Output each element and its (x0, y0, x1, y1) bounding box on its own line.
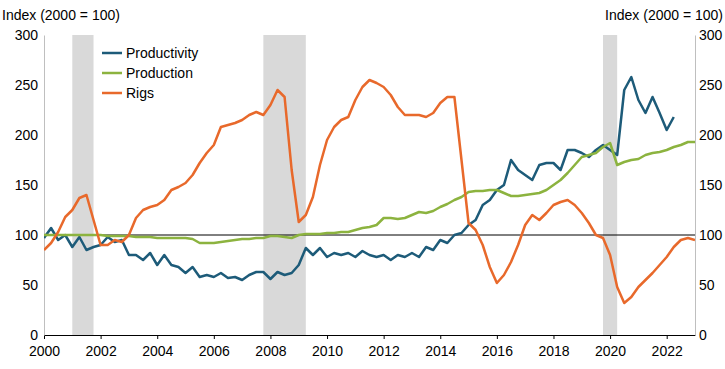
tick: 200 (695, 127, 723, 143)
tick: 2016 (482, 335, 513, 359)
tick: 50 (695, 277, 715, 293)
tick-label: 50 (22, 277, 38, 293)
chart: 2000200220042006200820102012201420162018… (0, 0, 725, 369)
tick: 2018 (538, 335, 569, 359)
tick-mark (270, 335, 271, 339)
tick-label: 2000 (29, 343, 60, 359)
tick-label: 150 (15, 177, 39, 193)
tick: 2014 (425, 335, 456, 359)
legend-label: Production (126, 65, 193, 81)
tick: 0 (30, 327, 44, 343)
tick-label: 150 (699, 177, 723, 193)
legend-swatch (102, 72, 122, 75)
tick-label: 100 (699, 227, 723, 243)
recession-band (72, 35, 93, 335)
tick-label: 200 (15, 127, 39, 143)
tick-label: 2014 (425, 343, 456, 359)
y-axis-title: Index (2000 = 100) (2, 7, 120, 23)
y2-axis-title: Index (2000 = 100) (605, 7, 723, 23)
tick-label: 2012 (369, 343, 400, 359)
tick-label: 2006 (199, 343, 230, 359)
tick-mark (101, 335, 102, 339)
tick: 250 (15, 77, 44, 93)
tick: 2020 (595, 335, 626, 359)
series-line (44, 77, 674, 280)
tick-label: 300 (699, 27, 723, 43)
x-axis: 2000 2002 2004 2006 2008 2010 2012 2014 2016 2018… (29, 335, 696, 359)
series-line (44, 80, 695, 303)
tick: 200 (15, 127, 44, 143)
tick: 50 (22, 277, 44, 293)
tick: 2022 (652, 335, 683, 359)
legend-swatch (102, 52, 122, 55)
tick: 2006 (199, 335, 230, 359)
series-line (44, 142, 695, 243)
lines (44, 77, 695, 303)
tick: 100 (695, 227, 723, 243)
tick-label: 50 (699, 277, 715, 293)
axis-line (45, 335, 696, 336)
tick-label: 2018 (538, 343, 569, 359)
tick-label: 2022 (652, 343, 683, 359)
tick-label: 0 (699, 327, 707, 343)
tick-mark (44, 335, 45, 339)
axis-line (44, 36, 45, 336)
tick-mark (384, 335, 385, 339)
tick: 150 (695, 177, 723, 193)
axis-line (695, 36, 696, 336)
tick-label: 300 (15, 27, 39, 43)
tick: 2012 (369, 335, 400, 359)
tick-mark (553, 335, 554, 339)
tick-mark (610, 335, 611, 339)
y2-axis: 0 50 100 150 200 250 300 (695, 27, 723, 343)
tick-label: 200 (699, 127, 723, 143)
tick-mark (497, 335, 498, 339)
tick: 2004 (142, 335, 173, 359)
tick-mark (157, 335, 158, 339)
tick: 150 (15, 177, 44, 193)
tick-label: 0 (30, 327, 38, 343)
tick-label: 2020 (595, 343, 626, 359)
tick: 2002 (86, 335, 117, 359)
tick-label: 2008 (255, 343, 286, 359)
recession-band (263, 35, 305, 335)
tick: 2008 (255, 335, 286, 359)
tick-label: 2016 (482, 343, 513, 359)
tick: 300 (695, 27, 723, 43)
tick-mark (667, 335, 668, 339)
tick-mark (440, 335, 441, 339)
tick-mark (327, 335, 328, 339)
bands (72, 35, 617, 335)
tick-label: 2004 (142, 343, 173, 359)
tick-label: 250 (699, 77, 723, 93)
tick-label: 2002 (86, 343, 117, 359)
legend: Productivity Production Rigs (102, 45, 198, 101)
tick: 100 (15, 227, 44, 243)
tick-label: 250 (15, 77, 39, 93)
tick-mark (214, 335, 215, 339)
legend-swatch (102, 92, 122, 95)
legend-label: Rigs (126, 85, 154, 101)
tick: 250 (695, 77, 723, 93)
y-axis: 0 50 100 150 200 250 300 (15, 27, 45, 343)
recession-band (603, 35, 617, 335)
tick: 300 (15, 27, 44, 43)
tick: 2010 (312, 335, 343, 359)
tick-label: 2010 (312, 343, 343, 359)
tick: 0 (695, 327, 707, 343)
tick-label: 100 (15, 227, 39, 243)
legend-label: Productivity (126, 45, 198, 61)
